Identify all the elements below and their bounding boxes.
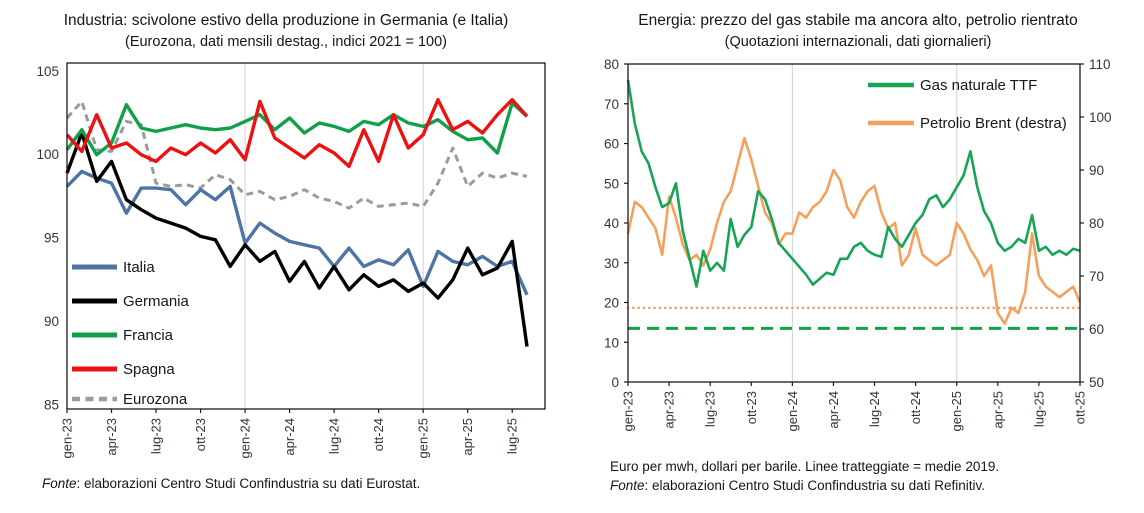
svg-text:lug-23: lug-23 [149, 418, 164, 454]
svg-text:lug-24: lug-24 [327, 418, 342, 454]
svg-text:gen-24: gen-24 [238, 418, 253, 458]
panel-energy: Energia: prezzo del gas stabile ma ancor… [572, 0, 1144, 513]
gridlines [791, 64, 958, 382]
legend: Italia Germania Francia Spagna Eurozona [72, 259, 190, 408]
svg-text:apr-23: apr-23 [662, 391, 677, 429]
svg-text:lug-25: lug-25 [505, 418, 520, 454]
series-italia [65, 169, 529, 296]
svg-text:10: 10 [604, 335, 619, 350]
svg-text:80: 80 [1089, 216, 1104, 231]
svg-text:95: 95 [44, 231, 59, 246]
legend-item-spagna: Spagna [72, 361, 175, 378]
svg-text:50: 50 [1089, 375, 1104, 390]
svg-text:ott-24: ott-24 [371, 418, 386, 451]
svg-text:50: 50 [604, 176, 619, 191]
svg-text:Francia: Francia [123, 327, 174, 344]
svg-text:Spagna: Spagna [123, 361, 175, 378]
industry-chart-title: Industria: scivolone estivo della produz… [63, 12, 509, 29]
svg-text:90: 90 [44, 314, 59, 329]
reference-lines [626, 306, 1082, 330]
svg-text:gen-23: gen-23 [621, 391, 636, 431]
legend-item-gas-naturale-ttf: Gas naturale TTF [868, 77, 1037, 94]
svg-text:apr-25: apr-25 [460, 418, 475, 456]
legend: Gas naturale TTF Petrolio Brent (destra) [868, 77, 1067, 132]
svg-text:gen-24: gen-24 [785, 391, 800, 431]
energy-prices-chart: 0 10 20 30 40 50 60 70 80 50 60 70 80 90 100 110 gen-23 a… [604, 57, 1112, 431]
series-spagna [65, 98, 529, 169]
svg-text:30: 30 [604, 256, 619, 271]
energy-units-note: Euro per mwh, dollari per barile. Linee … [610, 459, 1000, 474]
svg-text:20: 20 [604, 296, 619, 311]
series-francia [65, 101, 529, 157]
energy-source-text: : elaborazioni Centro Studi Confindustri… [644, 478, 985, 493]
svg-text:100: 100 [36, 147, 59, 162]
energy-source-note: Fonte: elaborazioni Centro Studi Confind… [610, 476, 1144, 495]
svg-text:lug-24: lug-24 [867, 391, 882, 427]
svg-text:apr-23: apr-23 [104, 418, 119, 456]
series-lines [626, 79, 1082, 326]
axis-labels: 0 10 20 30 40 50 60 70 80 50 60 70 80 90 100 110 gen-23 a… [604, 57, 1112, 431]
svg-text:70: 70 [1089, 269, 1104, 284]
industry-source-word: Fonte [42, 476, 77, 491]
energy-source-word: Fonte [610, 478, 645, 493]
legend-item-italia: Italia [72, 259, 155, 276]
industry-chart-subtitle: (Eurozona, dati mensili destag., indici … [124, 34, 447, 50]
svg-text:Germania: Germania [123, 293, 190, 310]
series-petrolio-brent-destra [626, 136, 1082, 326]
svg-text:60: 60 [604, 137, 619, 152]
legend-item-francia: Francia [72, 327, 174, 344]
svg-text:85: 85 [44, 397, 59, 412]
axis-labels: 85 90 95 100 105 gen-23 apr-23 lug-23 ott-23 gen-… [36, 64, 519, 459]
plot-border [66, 62, 546, 410]
svg-text:gen-25: gen-25 [416, 418, 431, 458]
svg-text:100: 100 [1089, 110, 1112, 125]
svg-text:Gas naturale TTF: Gas naturale TTF [920, 77, 1037, 94]
svg-text:ott-23: ott-23 [193, 418, 208, 451]
svg-text:apr-25: apr-25 [990, 391, 1005, 429]
svg-text:80: 80 [604, 57, 619, 72]
series-lines [65, 98, 529, 347]
svg-text:apr-24: apr-24 [282, 418, 297, 456]
svg-text:0: 0 [611, 375, 619, 390]
svg-text:40: 40 [604, 216, 619, 231]
industrial-production-chart: 85 90 95 100 105 gen-23 apr-23 lug-23 ott-23 gen-… [36, 62, 546, 459]
svg-text:lug-23: lug-23 [703, 391, 718, 427]
svg-text:90: 90 [1089, 163, 1104, 178]
series-eurozona [65, 99, 528, 210]
svg-text:110: 110 [1089, 57, 1111, 72]
legend-item-eurozona: Eurozona [72, 391, 188, 408]
svg-text:ott-24: ott-24 [908, 391, 923, 424]
svg-text:ott-25: ott-25 [1073, 391, 1088, 424]
svg-text:lug-25: lug-25 [1031, 391, 1046, 427]
industry-source-note: Fonte: elaborazioni Centro Studi Confind… [42, 474, 572, 493]
svg-text:Eurozona: Eurozona [123, 391, 188, 408]
energy-chart-title: Energia: prezzo del gas stabile ma ancor… [638, 12, 1078, 29]
svg-text:gen-23: gen-23 [60, 418, 75, 458]
legend-item-germania: Germania [72, 293, 190, 310]
svg-text:Italia: Italia [123, 259, 155, 276]
plot-border [627, 63, 1081, 383]
industry-source-text: : elaborazioni Centro Studi Confindustri… [76, 476, 421, 491]
panel-industry: Industria: scivolone estivo della produz… [36, 12, 572, 493]
svg-text:apr-24: apr-24 [826, 391, 841, 429]
svg-text:70: 70 [604, 97, 619, 112]
svg-text:gen-25: gen-25 [949, 391, 964, 431]
svg-text:105: 105 [36, 64, 59, 79]
svg-text:ott-23: ott-23 [744, 391, 759, 424]
series-germania [65, 131, 529, 347]
svg-text:60: 60 [1089, 322, 1104, 337]
energy-chart-subtitle: (Quotazioni internazionali, dati giornal… [724, 34, 992, 50]
series-gas-naturale-ttf [626, 79, 1081, 288]
svg-text:Petrolio Brent (destra): Petrolio Brent (destra) [920, 115, 1067, 132]
legend-item-petrolio-brent-destra: Petrolio Brent (destra) [868, 115, 1067, 132]
